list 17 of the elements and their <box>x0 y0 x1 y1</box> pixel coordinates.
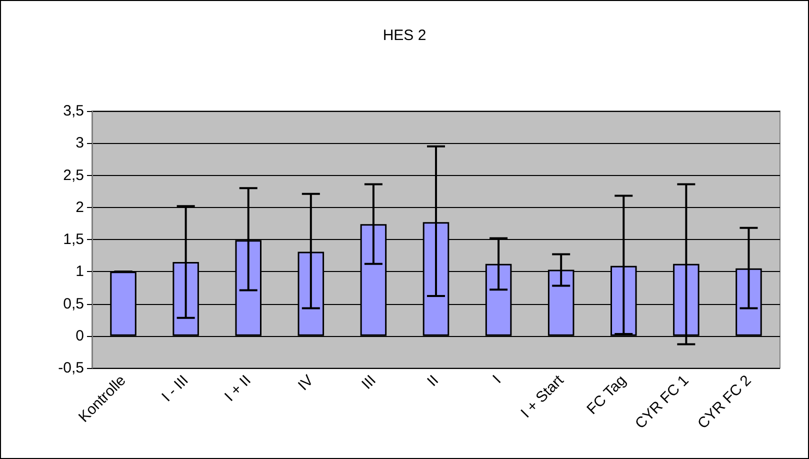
x-tick-label: I <box>490 372 505 387</box>
x-tick-label: II <box>424 372 442 390</box>
x-tick-label: I + II <box>221 372 254 405</box>
x-tick-label: III <box>358 372 380 393</box>
y-tick-label: 2 <box>76 198 84 216</box>
x-tick-label: FC Tag <box>584 372 630 418</box>
x-tick-label: IV <box>294 372 317 394</box>
x-tick-label: I - III <box>158 372 192 406</box>
chart-title: HES 2 <box>382 27 426 44</box>
y-tick-label: 1 <box>76 263 84 280</box>
y-tick-label: 2,5 <box>63 166 84 184</box>
y-tick-label: 0 <box>76 327 84 344</box>
y-tick-label: 1,5 <box>63 231 84 248</box>
y-tick-label: 3 <box>76 134 84 152</box>
y-tick-label: -0,5 <box>58 360 84 376</box>
y-tick-label: 0,5 <box>63 295 84 312</box>
y-tick-label: 3,5 <box>63 102 84 120</box>
